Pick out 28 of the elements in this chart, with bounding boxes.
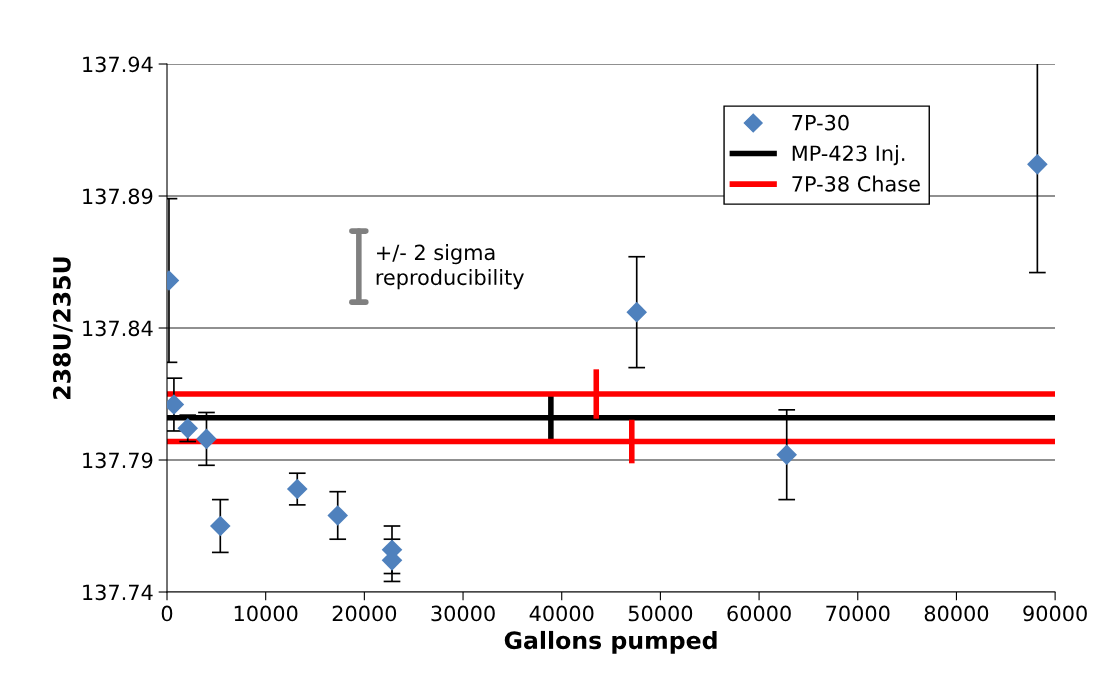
point xyxy=(776,444,798,466)
y-tick-label: 137.79 xyxy=(83,452,153,469)
y-tick-label: 137.89 xyxy=(83,188,153,205)
x-tick-label: 10000 xyxy=(234,605,298,622)
y-tick-label: 137.94 xyxy=(83,56,153,73)
point xyxy=(286,478,308,500)
legend-label: MP-423 Inj. xyxy=(792,145,905,166)
x-tick-label: 60000 xyxy=(727,605,791,622)
x-tick-label: 40000 xyxy=(529,605,594,622)
x-tick-label: 90000 xyxy=(1023,605,1087,622)
point xyxy=(1027,154,1048,175)
legend-label: 7P-30 xyxy=(792,114,849,131)
x-tick-label: 20000 xyxy=(332,605,397,622)
x-tick-label: 0 xyxy=(161,605,173,622)
legend-label: 7P-38 Chase xyxy=(792,175,920,192)
x-tick-label: 70000 xyxy=(826,605,890,622)
x-tick-label: 50000 xyxy=(628,605,693,622)
point xyxy=(626,301,648,323)
annotation: +/- 2 sigma reproducibility xyxy=(376,244,524,290)
point xyxy=(196,428,217,450)
y-tick-label: 137.84 xyxy=(83,320,153,337)
y-tick-label: 137.74 xyxy=(83,584,153,601)
point xyxy=(327,505,349,526)
y-axis-title: 238U/235U xyxy=(52,257,73,399)
x-tick-label: 80000 xyxy=(924,605,989,622)
x-axis-title: Gallons pumped xyxy=(504,630,717,654)
point xyxy=(209,515,231,537)
x-tick-label: 30000 xyxy=(431,605,495,622)
